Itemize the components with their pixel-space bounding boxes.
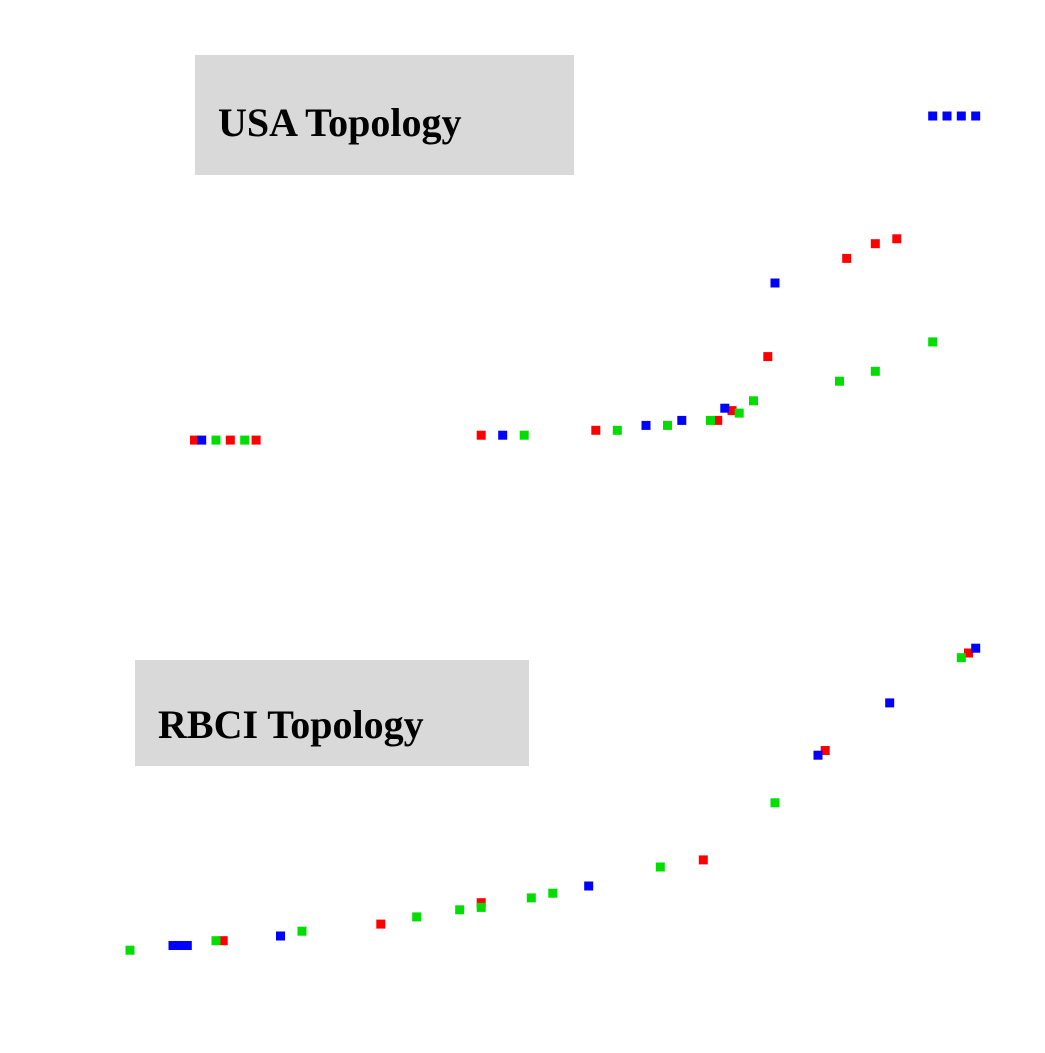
data-point-0-1-3 [677, 415, 687, 425]
data-point-1-2-8 [655, 862, 665, 872]
data-point-0-1-1 [498, 430, 508, 440]
data-point-0-2-10 [928, 337, 938, 347]
data-point-1-2-3 [412, 912, 422, 922]
data-point-1-0-0 [218, 936, 228, 946]
data-point-0-2-9 [870, 366, 880, 376]
data-point-1-1-7 [971, 643, 981, 653]
data-point-1-2-7 [548, 888, 558, 898]
data-point-0-1-6 [928, 111, 938, 121]
rbci-topology-label: RBCI Topology [158, 702, 424, 747]
data-point-0-1-7 [942, 111, 952, 121]
data-point-0-0-1 [225, 435, 235, 445]
data-point-1-0-2 [476, 898, 486, 908]
rbci-topology-label-box: RBCI Topology [135, 660, 529, 766]
data-point-0-1-9 [971, 111, 981, 121]
rbci-topology-panel: RBCI Topology [125, 643, 981, 955]
data-point-0-0-9 [870, 239, 880, 249]
data-point-1-2-9 [770, 798, 780, 808]
rbci-topology-points [125, 643, 981, 955]
data-point-0-2-1 [240, 435, 250, 445]
data-point-1-1-2 [182, 941, 192, 950]
usa-topology-label-background [195, 55, 574, 175]
usa-topology-label-box: USA Topology [195, 55, 574, 175]
data-point-0-1-8 [956, 111, 966, 121]
data-point-0-2-6 [734, 408, 744, 418]
data-point-1-2-0 [125, 945, 135, 955]
data-point-0-2-3 [612, 425, 622, 435]
data-point-0-2-4 [663, 420, 672, 430]
data-point-1-2-5 [476, 902, 486, 912]
usa-topology-panel: USA Topology [190, 55, 981, 445]
data-point-0-0-5 [713, 415, 723, 425]
data-point-0-1-0 [197, 435, 207, 445]
data-point-0-2-8 [835, 376, 844, 386]
data-point-1-2-1 [211, 936, 221, 946]
data-point-1-1-1 [175, 941, 185, 950]
data-point-1-0-5 [964, 648, 973, 658]
usa-topology-points [190, 111, 981, 445]
data-point-0-2-2 [519, 430, 529, 440]
data-point-1-2-2 [297, 926, 307, 936]
data-point-1-1-5 [813, 750, 823, 760]
data-point-0-0-3 [476, 430, 486, 440]
data-point-0-0-6 [727, 406, 737, 416]
data-point-0-0-0 [190, 435, 199, 445]
data-point-0-0-2 [251, 435, 261, 445]
data-point-0-2-0 [211, 435, 221, 445]
data-point-0-2-7 [749, 396, 758, 406]
data-point-1-1-4 [584, 881, 594, 891]
rbci-topology-label-background [135, 660, 529, 766]
data-point-0-0-7 [763, 352, 773, 362]
data-point-0-1-2 [641, 420, 651, 430]
data-point-1-0-4 [820, 746, 830, 755]
data-point-0-0-4 [591, 425, 601, 435]
data-point-1-0-3 [698, 855, 708, 865]
data-point-0-2-5 [706, 415, 715, 425]
data-point-0-1-5 [770, 278, 780, 288]
data-point-1-2-10 [956, 653, 966, 663]
data-point-0-0-10 [892, 234, 902, 244]
data-point-1-2-4 [455, 905, 465, 915]
data-point-1-2-6 [526, 893, 536, 903]
data-point-0-0-8 [842, 253, 852, 263]
data-point-1-0-1 [376, 919, 386, 929]
data-point-1-1-3 [276, 931, 285, 941]
data-point-1-1-6 [885, 698, 895, 708]
usa-topology-label: USA Topology [218, 100, 461, 145]
data-point-0-1-4 [720, 403, 730, 413]
data-point-1-1-0 [168, 941, 178, 950]
